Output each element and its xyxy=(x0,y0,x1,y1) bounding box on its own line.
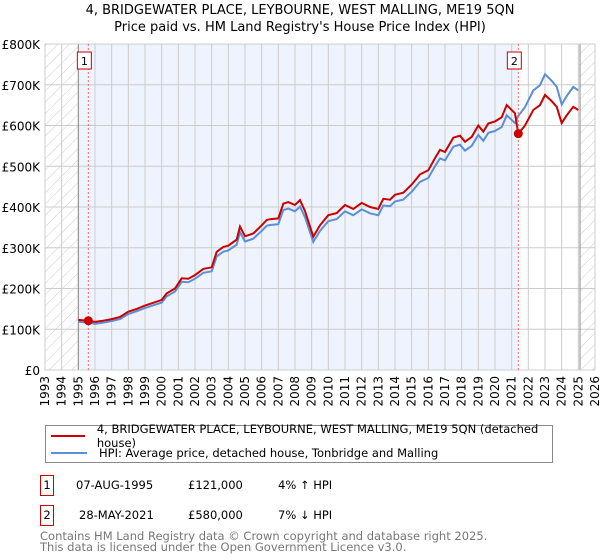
x-tick-label: 2022 xyxy=(521,376,535,407)
legend-label: HPI: Average price, detached house, Tonb… xyxy=(99,446,439,460)
blue-line-swatch xyxy=(51,452,87,454)
sale-label-box xyxy=(76,51,92,70)
x-tick-label: 1996 xyxy=(88,376,102,407)
x-tick-label: 2013 xyxy=(371,376,385,407)
red-line-swatch xyxy=(51,435,85,437)
y-tick-label: £800K xyxy=(2,38,42,52)
sale-date: 07-AUG-1995 xyxy=(76,478,154,492)
x-tick-label: 1999 xyxy=(138,376,152,407)
x-tick-label: 2005 xyxy=(238,376,252,407)
x-tick-label: 2008 xyxy=(288,376,302,407)
x-tick-label: 2026 xyxy=(588,376,600,407)
x-tick-label: 2017 xyxy=(438,376,452,407)
x-tick-label: 2018 xyxy=(455,376,469,407)
x-tick-label: 2003 xyxy=(205,376,219,407)
x-tick-label: 2006 xyxy=(255,376,269,407)
sale-label-box xyxy=(506,51,522,70)
x-tick-label: 2009 xyxy=(305,376,319,407)
hpi-line xyxy=(78,72,579,325)
x-tick-label: 2012 xyxy=(355,376,369,407)
y-tick-label: £300K xyxy=(2,242,42,256)
x-tick-label: 2024 xyxy=(555,376,569,407)
x-tick-label: 2016 xyxy=(421,376,435,407)
property-price-line xyxy=(78,93,579,323)
y-tick-label: £200K xyxy=(2,283,42,297)
footer-copyright: Contains HM Land Registry data © Crown c… xyxy=(40,529,488,543)
sale-price: £121,000 xyxy=(188,478,243,492)
x-tick-label: 2001 xyxy=(171,376,185,407)
sale-label: 2 xyxy=(511,55,518,68)
sale-point xyxy=(513,129,523,139)
x-tick-label: 2025 xyxy=(571,376,585,407)
sale-label: 1 xyxy=(81,55,88,68)
x-tick-label: 2019 xyxy=(471,376,485,407)
x-tick-label: 2021 xyxy=(505,376,519,407)
x-tick-label: 2020 xyxy=(488,376,502,407)
x-tick-label: 2011 xyxy=(338,376,352,407)
chart-subtitle: Price paid vs. HM Land Registry's House … xyxy=(114,20,486,35)
y-tick-label: £400K xyxy=(2,201,42,215)
x-tick-label: 2014 xyxy=(388,376,402,407)
footer-licence: This data is licensed under the Open Gov… xyxy=(40,540,407,554)
legend-label: 4, BRIDGEWATER PLACE, LEYBOURNE, WEST MA… xyxy=(96,422,539,450)
y-tick-label: £700K xyxy=(2,79,42,93)
x-tick-label: 2015 xyxy=(405,376,419,407)
sale-marker-badge: 1 xyxy=(40,475,54,496)
x-tick-label: 1993 xyxy=(38,376,52,407)
x-tick-label: 2023 xyxy=(538,376,552,407)
x-tick-label: 2002 xyxy=(188,376,202,407)
y-tick-label: £0 xyxy=(25,364,40,378)
sale-price: £580,000 xyxy=(188,508,243,522)
legend-item-property: 4, BRIDGEWATER PLACE, LEYBOURNE, WEST MA… xyxy=(46,422,552,450)
price-chart: 1993 1994 1995 1996 1997 1998 1999 2000 2001 2002… xyxy=(2,38,600,407)
y-tick-label: £500K xyxy=(2,160,42,174)
x-tick-label: 1994 xyxy=(55,376,69,407)
x-tick-label: 2010 xyxy=(321,376,335,407)
sale-date: 28-MAY-2021 xyxy=(79,508,154,522)
legend: 4, BRIDGEWATER PLACE, LEYBOURNE, WEST MA… xyxy=(45,422,553,463)
x-tick-label: 1998 xyxy=(121,376,135,407)
sale-hpi-diff: 4% ↑ HPI xyxy=(278,478,333,492)
legend-item-hpi: HPI: Average price, detached house, Tonb… xyxy=(46,445,438,461)
x-tick-label: 1995 xyxy=(71,376,85,407)
x-tick-label: 1997 xyxy=(105,376,119,407)
x-tick-label: 2000 xyxy=(155,376,169,407)
chart-title: 4, BRIDGEWATER PLACE, LEYBOURNE, WEST MA… xyxy=(85,3,515,18)
y-tick-label: £600K xyxy=(2,120,42,134)
x-tick-label: 2007 xyxy=(271,376,285,407)
sale-point xyxy=(83,316,93,326)
sale-marker-badge: 2 xyxy=(40,505,54,526)
y-tick-label: £100K xyxy=(2,323,42,337)
plot-frame xyxy=(44,43,596,371)
sale-hpi-diff: 7% ↓ HPI xyxy=(278,508,333,522)
x-tick-label: 2004 xyxy=(221,376,235,407)
